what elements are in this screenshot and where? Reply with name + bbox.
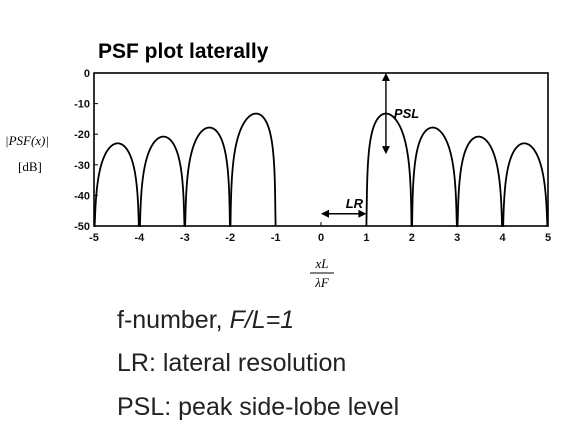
psf-lobe: [184, 126, 231, 227]
x-tick-label: 2: [409, 232, 415, 244]
plot-frame: [93, 72, 549, 227]
x-tick-label: -1: [271, 232, 281, 244]
x-tick-label: -2: [225, 232, 235, 244]
y-tick-label: 0: [84, 68, 90, 80]
fnumber-note: f-number, F/L=1: [117, 306, 294, 335]
axis-ticks: -5 -4 -3 -2 -1 0 1 2 3 4 50-10-20-30-40-50: [74, 68, 551, 244]
psf-lobe: [456, 135, 503, 227]
y-tick-label: -30: [74, 160, 90, 172]
psf-chart: PSF plot laterally |PSF(x)| [dB] -5 -4 -3 -…: [5, 40, 551, 290]
y-tick-label: -50: [74, 221, 90, 233]
psf-lobe: [411, 126, 458, 227]
y-tick-label: -40: [74, 190, 90, 202]
lr-annotation: LR: [321, 196, 367, 218]
psl-note: PSL: peak side-lobe level: [117, 393, 400, 421]
psl-arrowhead-top: [381, 73, 390, 81]
x-tick-label: 4: [500, 232, 507, 244]
y-tick-label: -20: [74, 129, 90, 141]
lr-note: LR: lateral resolution: [117, 349, 347, 377]
psf-lobe: [365, 112, 413, 227]
x-axis-label: xL λF: [310, 256, 334, 290]
lr-arrowhead-right: [358, 209, 367, 218]
x-tick-label: -3: [180, 232, 190, 244]
y-axis-label: |PSF(x)|: [5, 133, 49, 148]
y-tick-label: -10: [74, 99, 90, 111]
lr-label: LR: [346, 196, 364, 211]
psl-label: PSL: [394, 106, 419, 121]
psf-lobe: [502, 142, 549, 227]
psf-lobe: [229, 112, 277, 227]
fnumber-prefix: f-number,: [117, 306, 230, 334]
x-tick-label: -4: [135, 232, 146, 244]
lr-arrowhead-left: [321, 209, 329, 218]
x-axis-label-denominator: λF: [314, 275, 330, 290]
chart-title: PSF plot laterally: [98, 40, 269, 63]
x-tick-label: 0: [318, 232, 324, 244]
psf-lobe: [93, 142, 140, 227]
psl-annotation: PSL: [381, 73, 419, 155]
psl-arrowhead-bottom: [381, 146, 390, 155]
y-axis-unit: [dB]: [18, 159, 42, 174]
psf-curve: [93, 112, 549, 227]
fnumber-value: F/L=1: [229, 306, 295, 334]
x-tick-label: 3: [454, 232, 460, 244]
x-tick-label: 1: [363, 232, 369, 244]
x-tick-label: -5: [89, 232, 99, 244]
x-tick-label: 5: [545, 232, 551, 244]
psf-lobe: [139, 135, 186, 227]
x-axis-label-numerator: xL: [315, 256, 329, 271]
